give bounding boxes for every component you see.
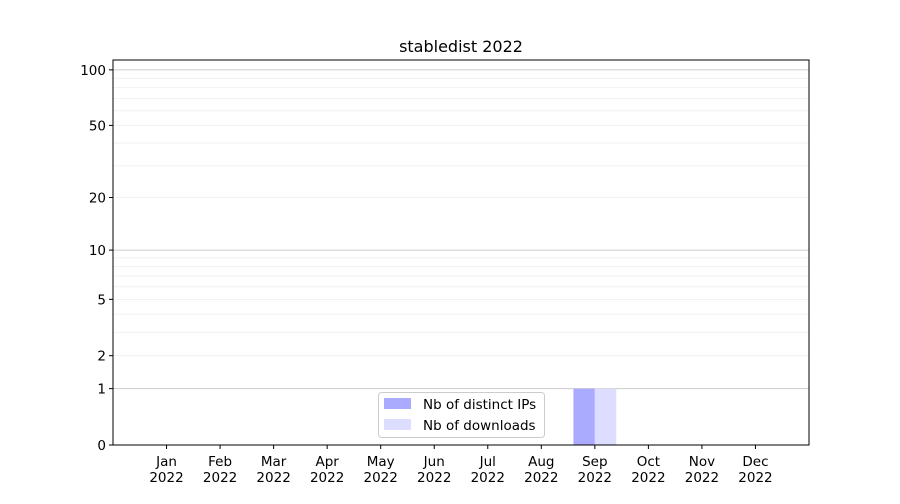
x-tick-label: 2022 bbox=[471, 470, 505, 486]
x-tick-label: 2022 bbox=[417, 470, 451, 486]
plot-frame bbox=[112, 59, 810, 446]
x-tick-label: 2022 bbox=[578, 470, 612, 486]
x-tick-label: Jun bbox=[423, 454, 445, 470]
x-tick-label: Sep bbox=[582, 454, 607, 470]
y-tick-label: 0 bbox=[97, 438, 106, 454]
x-axis: Jan2022Feb2022Mar2022Apr2022May2022Jun20… bbox=[149, 445, 773, 486]
x-tick-label: 2022 bbox=[685, 470, 719, 486]
y-tick-label: 20 bbox=[89, 191, 106, 207]
y-tick-label: 10 bbox=[89, 243, 106, 259]
chart-title: stabledist 2022 bbox=[399, 37, 523, 56]
y-tick-label: 2 bbox=[97, 349, 106, 365]
x-tick-label: Jul bbox=[479, 454, 496, 470]
y-tick-label: 100 bbox=[80, 63, 106, 79]
bar-downloads bbox=[594, 388, 617, 445]
legend-swatch-distinct-ips bbox=[384, 398, 411, 409]
legend-swatch-downloads bbox=[384, 419, 411, 430]
legend: Nb of distinct IPs Nb of downloads bbox=[378, 392, 545, 438]
x-tick-label: 2022 bbox=[631, 470, 665, 486]
x-tick-label: 2022 bbox=[524, 470, 558, 486]
y-axis: 0 1 2 5 10 20 50 100 bbox=[80, 63, 113, 454]
legend-label-downloads: Nb of downloads bbox=[423, 418, 536, 434]
grid bbox=[113, 69, 809, 390]
y-tick-label: 50 bbox=[89, 118, 106, 134]
x-tick-label: 2022 bbox=[310, 470, 344, 486]
x-tick-label: 2022 bbox=[364, 470, 398, 486]
x-tick-label: 2022 bbox=[149, 470, 183, 486]
y-tick-label: 1 bbox=[97, 382, 106, 398]
bar-distinct-ips bbox=[573, 388, 595, 445]
x-tick-label: 2022 bbox=[738, 470, 772, 486]
x-tick-label: 2022 bbox=[256, 470, 290, 486]
x-tick-label: Mar bbox=[261, 454, 287, 470]
x-tick-label: Aug bbox=[528, 454, 554, 470]
x-tick-label: Dec bbox=[742, 454, 768, 470]
x-tick-label: Feb bbox=[208, 454, 232, 470]
x-tick-label: Oct bbox=[637, 454, 660, 470]
legend-box bbox=[378, 392, 545, 438]
x-tick-label: Jan bbox=[155, 454, 177, 470]
x-tick-label: Nov bbox=[689, 454, 715, 470]
x-tick-label: May bbox=[367, 454, 395, 470]
y-tick-label: 5 bbox=[97, 292, 106, 308]
x-tick-label: 2022 bbox=[203, 470, 237, 486]
bars bbox=[573, 388, 617, 445]
legend-label-distinct-ips: Nb of distinct IPs bbox=[423, 397, 536, 413]
x-tick-label: Apr bbox=[315, 454, 339, 470]
